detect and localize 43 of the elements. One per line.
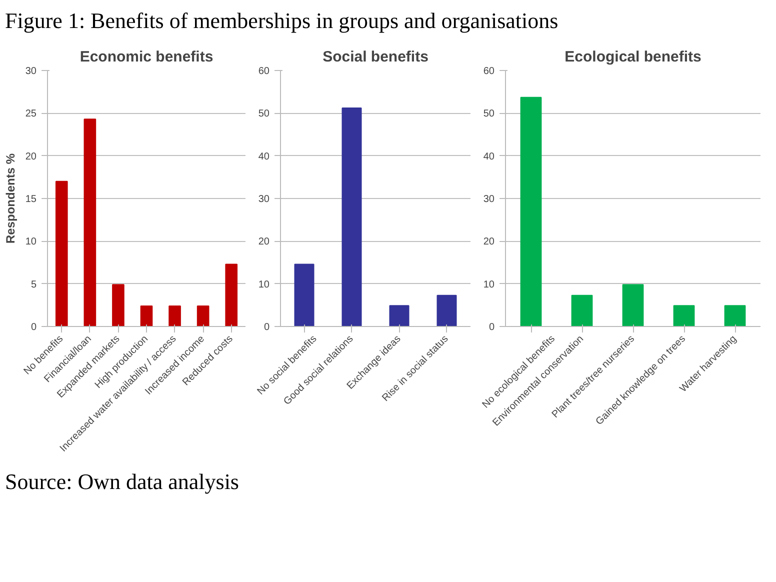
- chart-title: Social benefits: [322, 48, 428, 66]
- y-tick-label: 10: [258, 280, 270, 291]
- y-tick-label: 10: [483, 280, 495, 291]
- y-tick-label: 20: [25, 152, 37, 163]
- caption: Figure 1: Benefits of memberships in groups and organisations: [5, 7, 558, 35]
- bar: [225, 264, 238, 327]
- y-tick-label: 30: [483, 194, 495, 206]
- bar: [112, 284, 124, 327]
- bar: [724, 306, 746, 327]
- bar: [168, 306, 181, 327]
- y-tick-label: 40: [483, 152, 495, 163]
- bar: [389, 306, 410, 327]
- bar: [520, 97, 542, 327]
- y-tick-label: 40: [258, 152, 270, 163]
- bar: [84, 119, 96, 327]
- y-tick-label: 0: [30, 322, 37, 334]
- bar: [342, 108, 362, 327]
- y-tick-label: 15: [25, 194, 37, 206]
- chart-title: Ecological benefits: [564, 48, 702, 66]
- y-tick-label: 30: [25, 66, 37, 78]
- y-tick-label: 60: [483, 66, 495, 78]
- y-tick-label: 20: [258, 237, 270, 248]
- bar: [436, 295, 457, 327]
- y-tick-label: 50: [483, 109, 495, 120]
- y-tick-label: 10: [25, 237, 37, 248]
- source-note: Source: Own data analysis: [5, 468, 239, 496]
- bar: [55, 181, 68, 327]
- y-tick-label: 50: [258, 109, 270, 120]
- bar: [622, 284, 644, 327]
- bar: [140, 306, 153, 327]
- y-tick-label: 30: [258, 194, 270, 206]
- bar: [571, 295, 593, 327]
- y-tick-label: 0: [488, 322, 495, 334]
- y-axis-title: Respondents %: [3, 154, 18, 244]
- y-tick-label: 5: [30, 280, 37, 291]
- y-tick-label: 20: [483, 237, 495, 248]
- chart-title: Economic benefits: [80, 48, 214, 66]
- y-tick-label: 60: [258, 66, 270, 78]
- bar: [673, 306, 695, 327]
- bar: [294, 264, 314, 327]
- y-tick-label: 25: [25, 109, 37, 120]
- bar: [196, 306, 210, 327]
- y-tick-label: 0: [264, 322, 270, 334]
